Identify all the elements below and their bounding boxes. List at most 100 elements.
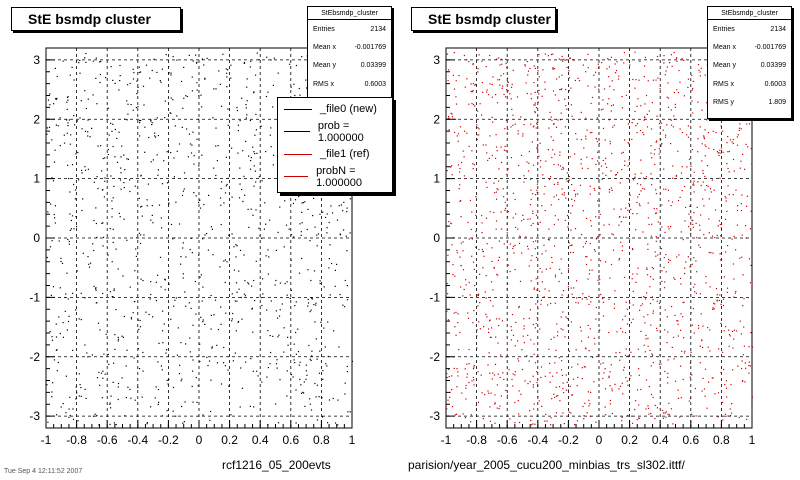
scatter-point xyxy=(463,54,465,57)
scatter-point xyxy=(512,217,514,219)
scatter-point xyxy=(602,108,604,110)
left-chart-title: StE bsmdp cluster xyxy=(11,7,181,31)
scatter-point xyxy=(483,326,485,328)
scatter-point xyxy=(691,324,693,326)
scatter-point xyxy=(448,117,450,119)
scatter-point xyxy=(591,269,593,271)
scatter-point xyxy=(622,319,624,321)
scatter-point xyxy=(599,234,601,236)
scatter-point xyxy=(604,368,606,370)
scatter-point xyxy=(247,208,249,210)
scatter-point xyxy=(707,346,709,348)
scatter-point xyxy=(473,384,475,386)
scatter-point xyxy=(283,351,285,353)
scatter-point xyxy=(664,136,667,138)
scatter-point xyxy=(450,222,452,224)
scatter-point xyxy=(146,205,148,207)
scatter-point xyxy=(682,239,684,241)
scatter-point xyxy=(497,259,499,261)
scatter-point xyxy=(565,389,567,391)
scatter-point xyxy=(541,205,543,207)
scatter-point xyxy=(204,78,206,80)
scatter-point xyxy=(481,248,483,251)
scatter-point xyxy=(472,376,474,379)
scatter-point xyxy=(539,268,541,270)
scatter-point xyxy=(467,312,469,314)
scatter-point xyxy=(316,358,318,360)
scatter-point xyxy=(193,163,195,165)
scatter-point xyxy=(570,321,572,323)
scatter-point xyxy=(180,380,182,382)
scatter-point xyxy=(113,185,115,187)
scatter-point xyxy=(107,153,109,156)
scatter-point xyxy=(53,103,55,105)
scatter-point xyxy=(570,287,572,289)
scatter-point xyxy=(512,192,515,194)
scatter-point xyxy=(511,108,513,110)
scatter-point xyxy=(508,369,510,371)
scatter-point xyxy=(50,294,52,296)
scatter-point xyxy=(739,123,741,125)
scatter-point xyxy=(112,381,114,383)
scatter-point xyxy=(645,338,647,340)
scatter-point xyxy=(742,354,744,356)
scatter-point xyxy=(644,188,646,190)
scatter-point xyxy=(140,278,142,280)
scatter-point xyxy=(739,167,741,169)
scatter-point xyxy=(740,203,742,205)
y-tick-label: -1 xyxy=(429,290,440,304)
scatter-point xyxy=(309,311,311,313)
scatter-point xyxy=(309,240,311,242)
scatter-point xyxy=(661,280,663,282)
scatter-point xyxy=(538,400,540,402)
scatter-point xyxy=(719,149,721,151)
scatter-point xyxy=(513,252,515,254)
scatter-point xyxy=(550,424,552,426)
scatter-point xyxy=(555,386,557,388)
scatter-point xyxy=(79,72,81,74)
scatter-point xyxy=(663,412,665,414)
scatter-point xyxy=(691,263,693,265)
scatter-point xyxy=(67,164,69,166)
scatter-point xyxy=(622,151,624,153)
scatter-point xyxy=(654,418,656,420)
scatter-point xyxy=(196,61,198,63)
scatter-point xyxy=(157,388,160,391)
scatter-point xyxy=(155,281,157,283)
scatter-point xyxy=(478,128,480,130)
scatter-point xyxy=(624,332,627,334)
scatter-point xyxy=(535,278,537,280)
scatter-point xyxy=(534,327,536,329)
scatter-point xyxy=(750,332,752,334)
scatter-point xyxy=(495,336,497,338)
scatter-point xyxy=(590,301,592,303)
scatter-point xyxy=(738,129,740,131)
scatter-point xyxy=(80,395,82,397)
scatter-point xyxy=(676,60,678,62)
scatter-point xyxy=(732,142,734,144)
scatter-point xyxy=(550,302,552,305)
scatter-point xyxy=(448,368,450,370)
scatter-point xyxy=(85,52,87,55)
scatter-point xyxy=(562,382,564,384)
scatter-point xyxy=(689,376,691,378)
scatter-point xyxy=(660,248,663,250)
scatter-point xyxy=(588,405,590,407)
scatter-point xyxy=(562,290,564,292)
scatter-point xyxy=(298,195,300,198)
scatter-point xyxy=(539,328,541,330)
scatter-point xyxy=(92,60,94,62)
scatter-point xyxy=(647,407,650,409)
scatter-point xyxy=(527,334,529,336)
scatter-point xyxy=(157,134,159,137)
scatter-point xyxy=(490,281,493,283)
scatter-point xyxy=(120,167,122,169)
scatter-point xyxy=(95,207,97,209)
scatter-point xyxy=(253,92,255,94)
scatter-point xyxy=(337,424,339,426)
scatter-point xyxy=(603,224,605,226)
scatter-point xyxy=(237,321,239,323)
scatter-point xyxy=(664,74,666,76)
scatter-point xyxy=(149,77,151,79)
legend: _file0 (new) prob = 1.000000 _file1 (ref… xyxy=(277,97,393,193)
